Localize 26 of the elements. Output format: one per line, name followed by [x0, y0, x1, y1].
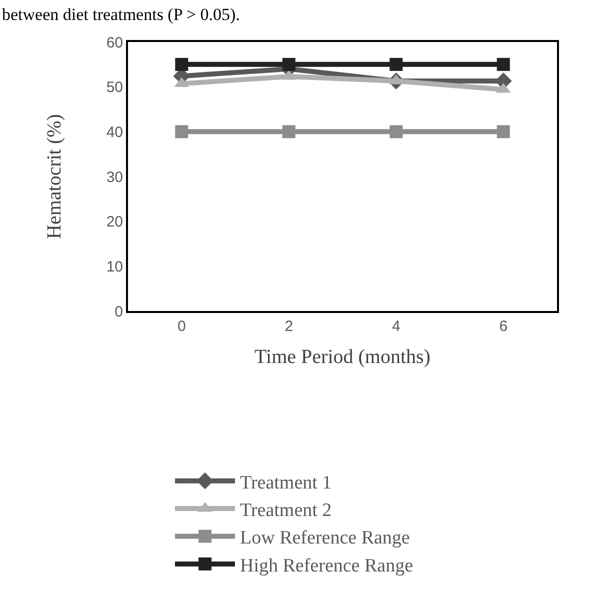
legend-label: Treatment 2 [240, 500, 332, 521]
point [496, 58, 510, 71]
point [390, 58, 403, 71]
point [282, 125, 296, 138]
x-tick-label: 6 [499, 318, 508, 335]
y-axis-title: Hematocrit (%) [43, 114, 66, 239]
y-tick-label: 30 [106, 168, 123, 186]
legend-label: Treatment 1 [240, 472, 332, 494]
x-axis-title: Time Period (months) [254, 346, 430, 368]
point [175, 58, 188, 71]
point [496, 125, 510, 138]
legend-label: High Reference Range [240, 555, 414, 576]
y-tick-label: 0 [114, 303, 123, 320]
y-tick-label: 40 [106, 124, 123, 141]
text: between diet treatments (P > 0.05). [2, 5, 240, 24]
point [282, 58, 296, 71]
x-tick-label: 0 [177, 318, 186, 335]
y-tick-label: 10 [106, 258, 123, 276]
point [390, 125, 403, 138]
x-tick-label: 2 [284, 318, 294, 335]
y-tick-label: 20 [106, 214, 123, 231]
y-tick-label: 50 [106, 79, 123, 96]
x-tick-label: 4 [392, 318, 400, 335]
point [175, 125, 188, 138]
y-tick-label: 60 [106, 34, 123, 52]
legend-label: Low Reference Range [240, 528, 410, 549]
